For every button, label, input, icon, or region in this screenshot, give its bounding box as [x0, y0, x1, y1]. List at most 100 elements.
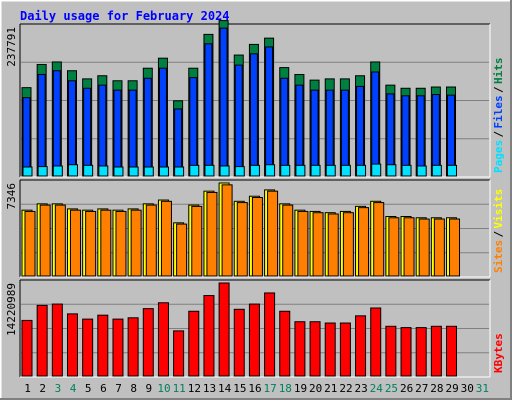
bar-pages-day-14: [219, 165, 230, 177]
bar-sites-day-undefined: [130, 209, 142, 277]
x-tick-day-9: 9: [146, 382, 153, 395]
x-tick-day-2: 2: [39, 382, 46, 395]
legend-hits: Hits: [492, 58, 505, 85]
bar-sites-day-undefined: [236, 202, 248, 277]
legend: Sites / Visits: [492, 189, 505, 273]
bar-sites-day-undefined: [418, 218, 430, 277]
bar-files-day-17: [265, 46, 274, 177]
x-tick-day-16: 16: [248, 382, 261, 395]
bar-files-day-13: [204, 43, 213, 177]
y-max-label: 7346: [5, 183, 18, 210]
bar-sites-day-undefined: [358, 207, 370, 277]
bar-files-day-8: [128, 89, 137, 177]
bar-sites-day-undefined: [327, 213, 339, 277]
bar-pages-day-8: [128, 166, 139, 177]
x-tick-day-4: 4: [70, 382, 77, 395]
x-tick-day-21: 21: [324, 382, 337, 395]
x-tick-day-19: 19: [294, 382, 307, 395]
legend-kbytes: KBytes: [492, 333, 505, 373]
x-tick-day-26: 26: [400, 382, 413, 395]
legend-separator: /: [492, 131, 505, 138]
chart-panels: 237791Pages/Files/Hits7346Sites/Visits14…: [5, 20, 505, 378]
bar-pages-day-9: [143, 166, 154, 177]
bar-pages-day-16: [249, 164, 260, 177]
bar-pages-day-13: [204, 164, 215, 177]
bar-kbytes-day-undefined: [127, 317, 139, 377]
bar-kbytes-day-undefined: [112, 318, 124, 377]
bar-files-day-11: [174, 108, 183, 177]
bar-kbytes-day-undefined: [97, 314, 109, 377]
series-files: [22, 27, 456, 177]
bar-pages-day-28: [431, 164, 442, 177]
legend-pages: Pages: [492, 140, 505, 173]
bar-sites-day-undefined: [191, 205, 203, 277]
x-tick-labels: 1 2 3 4 5 6 7 8 9 10 11 12 13 14 15 16 17 18 19 20 21 22 23 24 2…: [24, 382, 489, 395]
bar-files-day-29: [447, 94, 456, 177]
bar-sites-day-undefined: [433, 218, 445, 277]
x-tick-day-28: 28: [430, 382, 443, 395]
x-tick-day-6: 6: [100, 382, 107, 395]
bar-sites-day-undefined: [206, 191, 218, 277]
bar-pages-day-11: [174, 166, 185, 177]
y-max-label: 237791: [5, 27, 18, 67]
bar-sites-day-undefined: [251, 197, 263, 277]
bar-kbytes-day-undefined: [264, 292, 276, 377]
bar-files-day-12: [189, 77, 198, 177]
x-tick-day-17: 17: [264, 382, 277, 395]
bar-kbytes-day-undefined: [279, 310, 291, 377]
bar-sites-day-undefined: [85, 210, 97, 277]
bar-kbytes-day-undefined: [370, 307, 382, 377]
bar-sites-day-undefined: [145, 204, 157, 277]
bar-kbytes-day-undefined: [233, 308, 245, 377]
bar-pages-day-23: [356, 164, 367, 177]
bar-sites-day-undefined: [221, 184, 233, 277]
legend: KBytes: [492, 333, 505, 373]
bar-pages-day-17: [265, 164, 276, 177]
bar-pages-day-7: [113, 166, 124, 177]
x-tick-day-1: 1: [24, 382, 31, 395]
x-tick-day-29: 29: [445, 382, 458, 395]
bar-pages-day-20: [310, 164, 321, 177]
chart-title: Daily usage for February 2024: [20, 9, 230, 23]
x-tick-day-15: 15: [233, 382, 246, 395]
legend-separator: /: [492, 231, 505, 238]
series-sites: [24, 184, 461, 277]
bar-kbytes-day-undefined: [248, 303, 260, 377]
bar-pages-day-18: [280, 164, 291, 177]
bar-files-day-5: [83, 87, 92, 177]
bar-files-day-3: [52, 70, 61, 177]
x-tick-day-13: 13: [203, 382, 216, 395]
bar-pages-day-21: [325, 164, 336, 177]
bar-sites-day-undefined: [24, 210, 36, 277]
bar-files-day-7: [113, 89, 122, 177]
bar-kbytes-day-undefined: [188, 310, 200, 377]
x-tick-day-25: 25: [385, 382, 398, 395]
bar-kbytes-day-undefined: [385, 325, 397, 377]
bar-pages-day-19: [295, 164, 306, 177]
bar-sites-day-undefined: [282, 204, 294, 277]
x-tick-day-12: 12: [188, 382, 201, 395]
bar-pages-day-2: [37, 166, 48, 177]
bar-kbytes-day-undefined: [294, 321, 306, 377]
bar-files-day-9: [143, 77, 152, 177]
bar-pages-day-12: [189, 164, 200, 177]
legend: Pages/Files/Hits: [492, 58, 505, 174]
bar-kbytes-day-undefined: [173, 330, 185, 377]
bar-pages-day-29: [447, 164, 458, 177]
legend-separator: /: [492, 86, 505, 93]
legend-files: Files: [492, 95, 505, 128]
bar-sites-day-undefined: [54, 204, 66, 277]
bar-sites-day-undefined: [100, 209, 112, 277]
bar-kbytes-day-undefined: [430, 325, 442, 377]
bar-files-day-28: [431, 94, 440, 177]
series-pages: [22, 163, 458, 177]
bar-files-day-23: [356, 85, 365, 177]
bar-files-day-18: [280, 77, 289, 177]
bar-pages-day-10: [158, 166, 169, 177]
bar-sites-day-undefined: [69, 209, 81, 277]
x-tick-day-3: 3: [55, 382, 62, 395]
series-kbytes: [21, 282, 458, 377]
bar-files-day-1: [22, 97, 31, 177]
